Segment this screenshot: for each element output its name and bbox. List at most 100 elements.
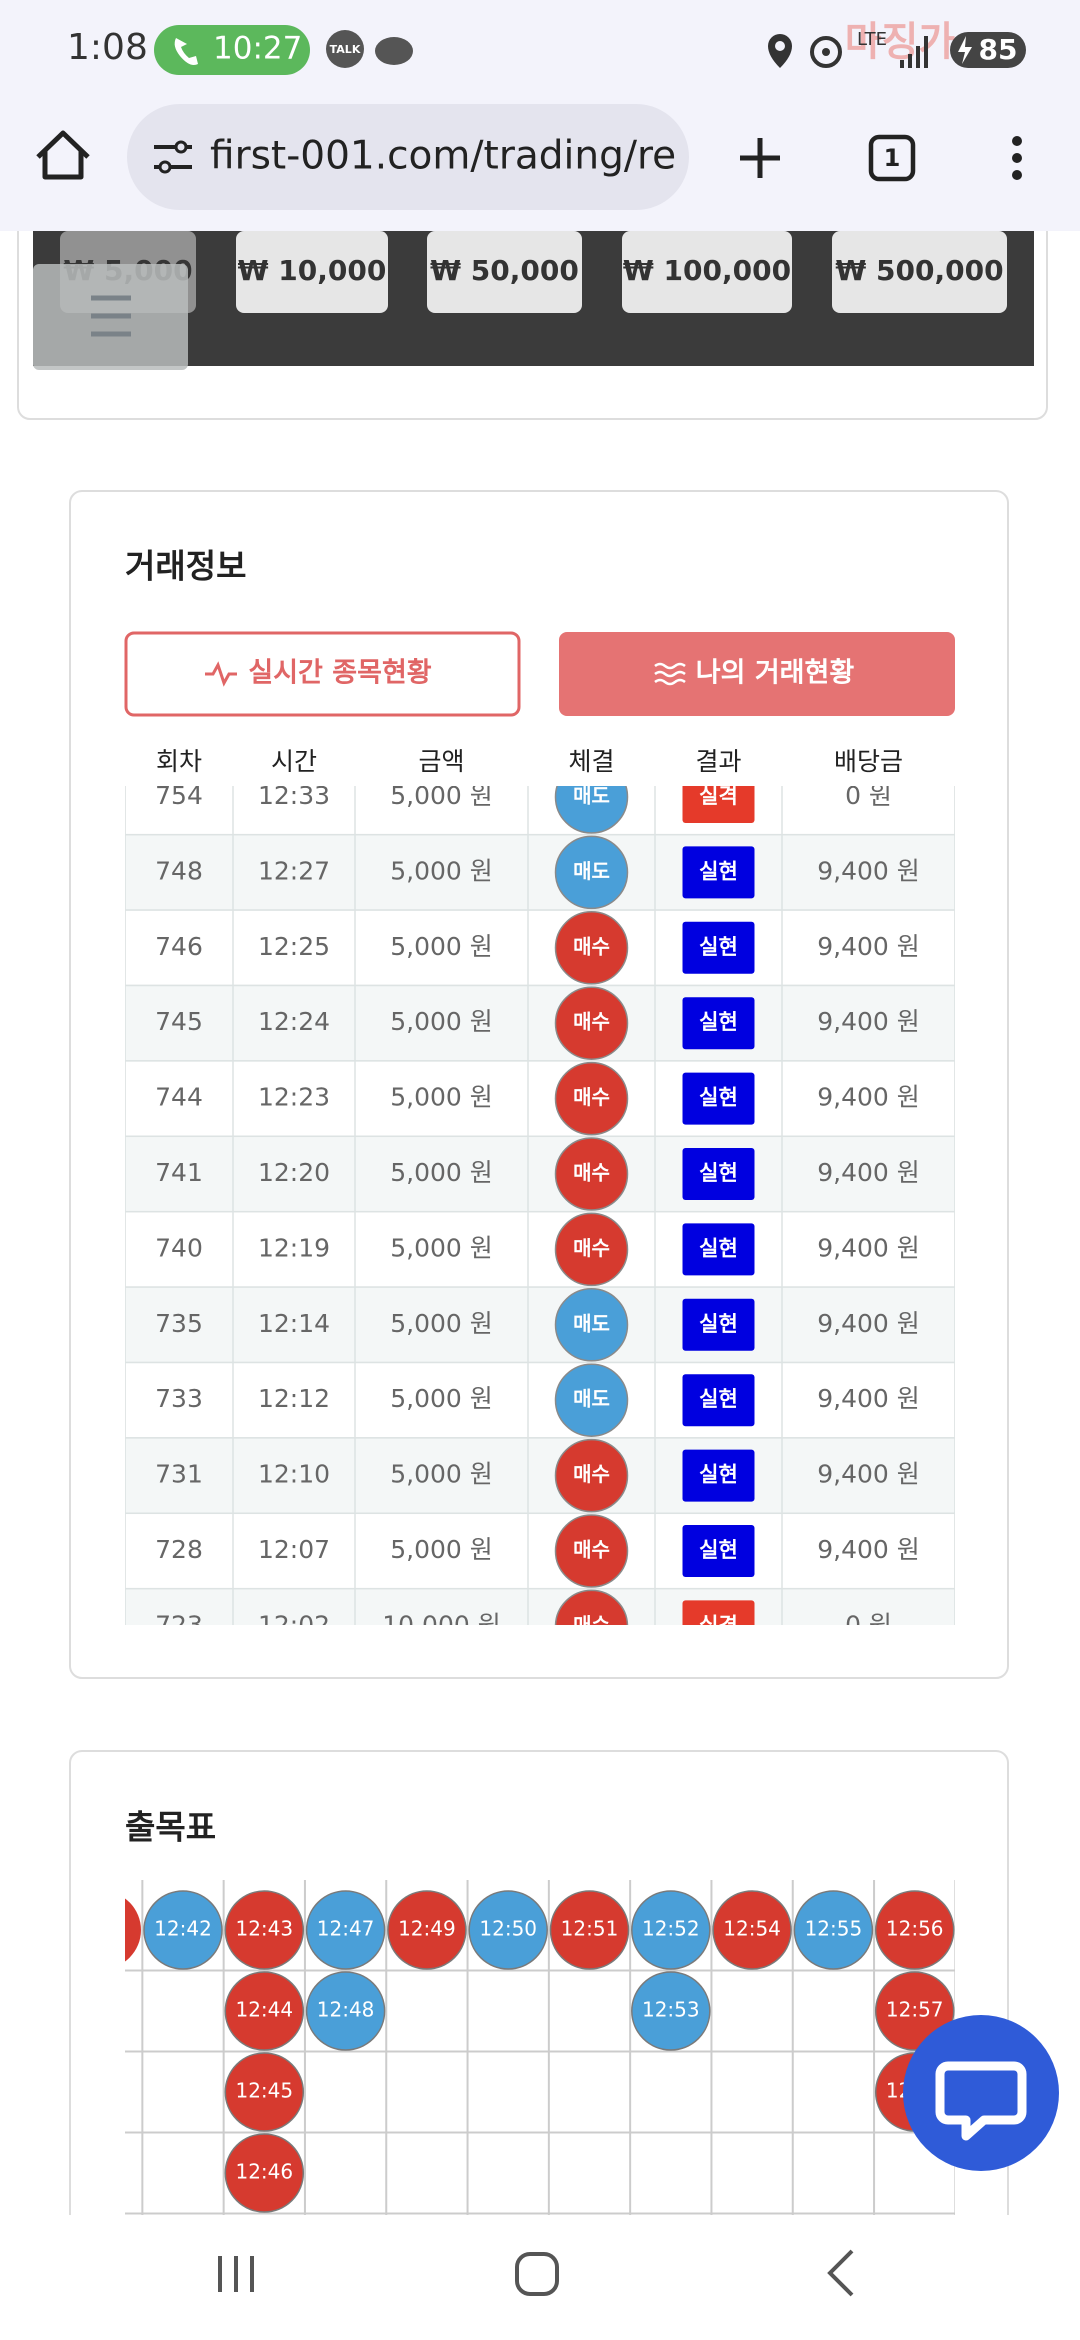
cell-side: 매도 (573, 859, 610, 883)
cell-round: 740 (155, 1233, 203, 1262)
cell-round: 741 (155, 1158, 203, 1187)
cell-result: 실격 (699, 1613, 738, 1637)
row-bg (125, 1587, 955, 1625)
result-badge (682, 1374, 755, 1427)
cloud-icon (375, 37, 413, 65)
menu-dot[interactable] (1012, 170, 1022, 180)
cell-side: 매수 (573, 1085, 610, 1109)
result-circle (305, 1890, 386, 1970)
bet-card (17, 231, 1048, 420)
cell-amount: 5,000 원 (390, 1233, 493, 1262)
home-button[interactable] (36, 130, 90, 180)
cell-payout: 9,400 원 (817, 1309, 920, 1338)
cell-side: 매수 (573, 1236, 610, 1260)
bet-button-bg (622, 231, 792, 313)
row-bg (125, 833, 955, 911)
realtime-tab[interactable] (124, 631, 521, 717)
cell-time: 12:20 (258, 1158, 330, 1187)
result-badge (682, 1525, 755, 1577)
cell-round: 748 (155, 856, 203, 885)
cell-payout: 9,400 원 (817, 856, 920, 885)
home-nav-button[interactable] (515, 2252, 559, 2296)
cell-round: 745 (155, 1007, 203, 1036)
row-bg (125, 1060, 955, 1138)
cell-side: 매수 (573, 1010, 610, 1034)
cell-amount: 5,000 원 (390, 1158, 493, 1187)
new-tab-button[interactable] (740, 138, 780, 178)
cell-payout: 9,400 원 (817, 1460, 920, 1489)
tabs-button[interactable] (868, 134, 916, 182)
bet-button[interactable]: ₩ 50,000 (427, 231, 582, 313)
cell-result: 실현 (699, 1312, 738, 1336)
cell-side: 매수 (573, 1161, 610, 1185)
my-trades-tab[interactable] (559, 632, 955, 716)
result-time: 12:46 (235, 2160, 293, 2184)
talk-label: TALK (330, 43, 361, 56)
bet-button[interactable]: ₩ 500,000 (832, 231, 1007, 313)
recents-button[interactable] (218, 2256, 254, 2292)
network-type: LTE (857, 29, 887, 50)
column-header: 결과 (695, 747, 741, 776)
url-bar[interactable] (127, 104, 689, 210)
cell-result: 실현 (699, 935, 738, 959)
cell-amount: 5,000 원 (390, 781, 493, 810)
result-circle (468, 1890, 548, 1970)
cell-payout: 0 원 (845, 1610, 892, 1639)
cell-side: 매도 (573, 1387, 610, 1411)
result-circle (712, 1890, 792, 1970)
result-circle (224, 1890, 305, 1970)
side-badge (554, 1514, 629, 1588)
cell-round: 754 (155, 781, 203, 810)
charging-icon (958, 36, 972, 64)
nav-bar (0, 2215, 1080, 2340)
cell-round: 744 (155, 1083, 203, 1112)
cell-side: 매수 (573, 1613, 610, 1637)
battery (950, 32, 1026, 68)
column-header: 회차 (156, 747, 202, 776)
cell-payout: 9,400 원 (817, 1233, 920, 1262)
menu-dot[interactable] (1012, 136, 1022, 146)
cell-payout: 9,400 원 (817, 1083, 920, 1112)
result-circle (224, 2133, 305, 2213)
result-circle (793, 1890, 874, 1970)
cell-result: 실격 (699, 784, 738, 808)
result-circle (549, 1890, 630, 1970)
back-button[interactable] (827, 2249, 854, 2297)
cell-time: 12:24 (258, 1007, 330, 1036)
menu-dot[interactable] (1012, 153, 1022, 163)
result-time: 12:42 (154, 1917, 212, 1941)
result-badge (682, 997, 755, 1050)
cell-result: 실현 (699, 1538, 738, 1562)
row-bg (125, 909, 955, 987)
cell-payout: 9,400 원 (817, 1535, 920, 1564)
cell-side: 매도 (573, 784, 610, 808)
result-time: 12:49 (398, 1917, 456, 1941)
bet-amount: ₩ 50,000 (430, 254, 579, 287)
result-circle (631, 1890, 711, 1970)
row-bg (125, 1437, 955, 1515)
result-time: 12:53 (642, 1998, 700, 2022)
board-title: 출목표 (125, 1808, 216, 1847)
cell-time: 12:19 (258, 1233, 330, 1262)
result-circle (143, 1890, 223, 1970)
result-time: 12:54 (723, 1917, 781, 1941)
site-settings-icon[interactable] (154, 145, 192, 169)
bet-button[interactable]: ₩ 100,000 (622, 231, 792, 313)
result-time: 12:56 (886, 1917, 944, 1941)
hamburger-icon (91, 295, 131, 337)
cell-payout: 0 원 (845, 781, 892, 810)
watermark: 마징가 (845, 19, 956, 65)
bet-button[interactable]: ₩ 10,000 (236, 231, 388, 313)
cell-time: 12:10 (258, 1460, 330, 1489)
bet-button-bg (832, 231, 1007, 313)
cell-time: 12:07 (258, 1535, 330, 1564)
clock: 1:08 (67, 27, 148, 68)
cell-payout: 9,400 원 (817, 1384, 920, 1413)
side-badge (554, 986, 629, 1060)
cell-amount: 5,000 원 (390, 1535, 493, 1564)
cell-side: 매도 (573, 1311, 610, 1335)
chat-button[interactable] (903, 2015, 1059, 2171)
result-time: 12:44 (235, 1998, 293, 2022)
url-text: first-001.com/trading/re (210, 134, 676, 179)
